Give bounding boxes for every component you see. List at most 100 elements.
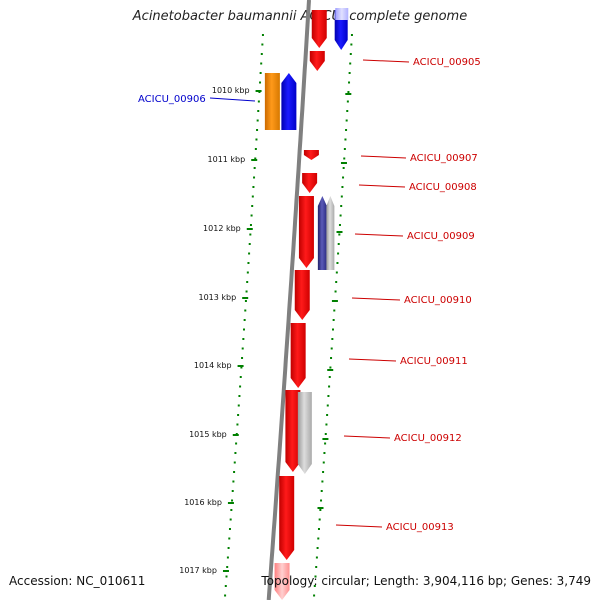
ruler-dot bbox=[347, 91, 350, 93]
ruler-dot bbox=[231, 499, 234, 502]
ruler-dot bbox=[249, 233, 252, 236]
ruler-dot bbox=[318, 518, 321, 521]
ruler-dot bbox=[241, 347, 244, 350]
forward-gene-4 bbox=[298, 196, 314, 268]
ruler-dot bbox=[324, 433, 327, 435]
pseudo-gene-gray-2 bbox=[297, 392, 312, 474]
ruler-dot bbox=[247, 262, 250, 264]
forward-gene-0 bbox=[311, 10, 327, 48]
axis-tick-label: 1016 kbp bbox=[184, 498, 222, 507]
forward-gene-9 bbox=[274, 563, 290, 600]
ruler-dot bbox=[320, 490, 323, 492]
ruler-dot bbox=[324, 442, 327, 445]
ruler-dot bbox=[337, 243, 340, 245]
ruler-dot bbox=[261, 34, 264, 36]
ruler-dot bbox=[254, 148, 257, 150]
minor-tick bbox=[336, 231, 343, 233]
axis-tick-label: 1012 kbp bbox=[203, 224, 241, 233]
ruler-dot bbox=[340, 205, 343, 207]
major-tick bbox=[237, 365, 244, 367]
ruler-dot bbox=[235, 442, 238, 445]
ruler-dot bbox=[341, 186, 344, 188]
ruler-dot bbox=[252, 186, 255, 188]
ruler-dot bbox=[251, 195, 254, 198]
major-tick bbox=[232, 434, 239, 436]
ruler-dot bbox=[253, 167, 256, 169]
ruler-dot bbox=[256, 129, 259, 131]
ruler-dot bbox=[317, 528, 320, 530]
ruler-dot bbox=[331, 328, 334, 331]
ruler-dot bbox=[242, 338, 245, 340]
rna-gene-orange bbox=[264, 73, 280, 130]
ruler-dot bbox=[250, 214, 253, 217]
ruler-dot bbox=[319, 509, 322, 511]
minor-tick bbox=[317, 507, 324, 509]
forward-gene-1 bbox=[309, 51, 325, 71]
ruler-dot bbox=[328, 385, 331, 388]
genome-backbone bbox=[266, 0, 311, 600]
ruler-dot bbox=[336, 262, 339, 264]
ruler-dot bbox=[261, 43, 264, 46]
ruler-dot bbox=[348, 72, 351, 74]
ruler-dot bbox=[257, 110, 260, 112]
ruler-dot bbox=[259, 72, 262, 74]
major-tick bbox=[255, 90, 262, 92]
ruler-dot bbox=[340, 195, 343, 198]
forward-gene-3 bbox=[302, 173, 318, 193]
ruler-dot bbox=[226, 556, 229, 559]
label-leader-line bbox=[362, 59, 410, 63]
ruler-dot bbox=[233, 461, 236, 464]
ruler-dot bbox=[237, 404, 240, 407]
ruler-dot bbox=[317, 537, 320, 540]
forward-gene-6 bbox=[290, 323, 306, 388]
ruler-dot bbox=[349, 53, 352, 55]
ruler-dot bbox=[328, 376, 331, 378]
ruler-dot bbox=[350, 43, 353, 46]
forward-gene-5 bbox=[294, 270, 310, 320]
ruler-dot bbox=[343, 157, 346, 160]
ruler-dot bbox=[256, 119, 259, 122]
ruler-dot bbox=[234, 452, 237, 454]
ruler-dot bbox=[239, 376, 242, 378]
ruler-dot bbox=[316, 547, 319, 549]
ruler-dot bbox=[344, 138, 347, 141]
minor-tick bbox=[322, 438, 329, 440]
ruler-dot bbox=[246, 271, 249, 274]
ruler-dot bbox=[346, 110, 349, 112]
label-leader-line bbox=[335, 524, 383, 528]
major-tick bbox=[242, 297, 249, 299]
gene-label-6: ACICU_00911 bbox=[400, 356, 468, 367]
ruler-dot bbox=[246, 281, 249, 283]
ruler-dot bbox=[338, 224, 341, 226]
label-leader-line bbox=[343, 435, 391, 439]
ruler-dot bbox=[315, 556, 318, 559]
axis-tick-label: 1013 kbp bbox=[198, 293, 236, 302]
ruler-dot bbox=[254, 157, 257, 160]
reverse-gene-left bbox=[281, 73, 297, 130]
ruler-dot bbox=[244, 300, 247, 302]
ruler-dot bbox=[327, 395, 330, 397]
ruler-dot bbox=[245, 290, 248, 293]
ruler-dot bbox=[242, 328, 245, 331]
major-tick bbox=[246, 228, 253, 230]
ruler-dot bbox=[313, 585, 316, 587]
ruler-dot bbox=[259, 81, 262, 84]
ruler-dot bbox=[237, 414, 240, 416]
ruler-dot bbox=[251, 205, 254, 207]
major-tick bbox=[251, 159, 258, 161]
ruler-dot bbox=[230, 509, 233, 511]
axis-tick-label: 1017 kbp bbox=[179, 566, 217, 575]
ruler-dot bbox=[329, 366, 332, 369]
ruler-dot bbox=[225, 575, 228, 578]
ruler-dot bbox=[228, 537, 231, 540]
ruler-dot bbox=[343, 148, 346, 150]
ruler-dot bbox=[334, 290, 337, 293]
axis-tick-label: 1011 kbp bbox=[208, 155, 246, 164]
axis-tick-label: 1010 kbp bbox=[212, 86, 250, 95]
ruler-dot bbox=[255, 138, 258, 141]
ruler-dot bbox=[333, 309, 336, 312]
map-title: Acinetobacter baumannii ACICU, complete … bbox=[132, 9, 468, 24]
pseudo-gene-navy bbox=[317, 196, 327, 270]
ruler-dot bbox=[232, 480, 235, 483]
ruler-dot bbox=[345, 129, 348, 131]
